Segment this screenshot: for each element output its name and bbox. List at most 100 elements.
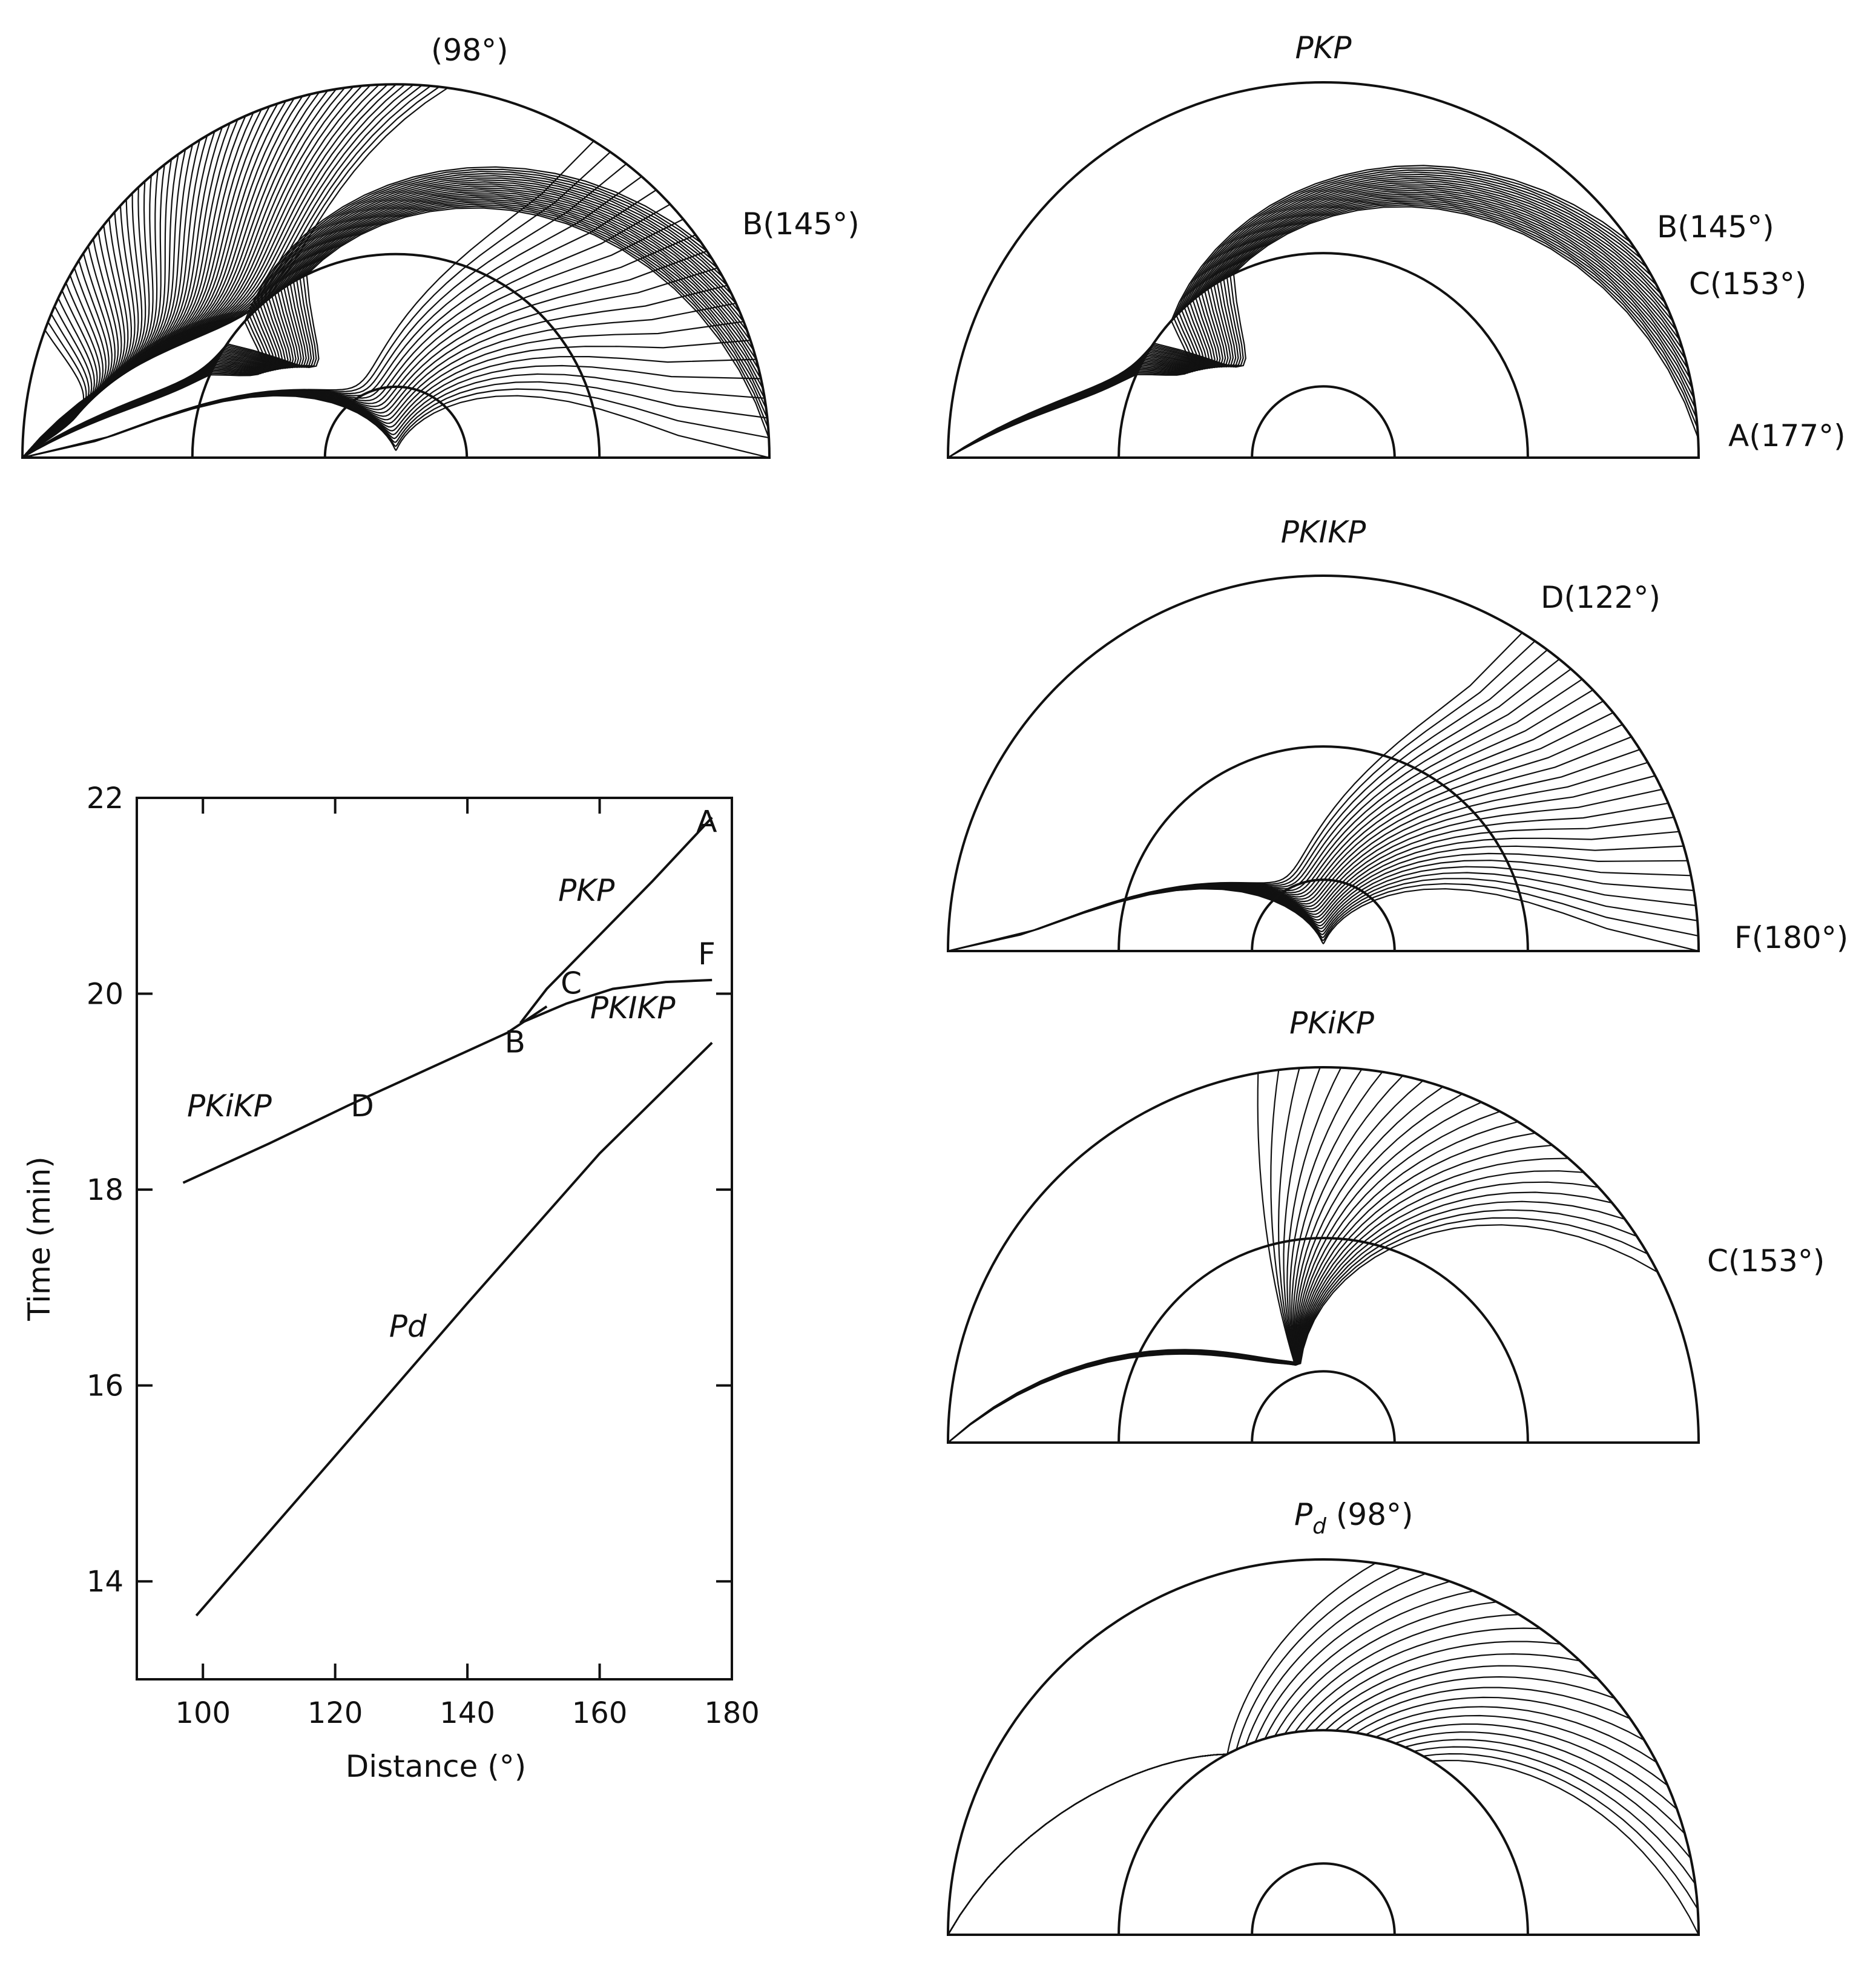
ray: [947, 712, 1614, 952]
label-b145: B(145°): [742, 206, 860, 242]
earth-shells-pkikp-reflection: [946, 1066, 1700, 1444]
mantle-outline: [21, 83, 771, 459]
ray: [947, 1068, 1363, 1443]
earth-shells-pkp: [946, 81, 1700, 459]
ray: [947, 1627, 1541, 1935]
mantle-outline: [946, 1558, 1700, 1936]
label-d122: D(122°): [1541, 580, 1660, 615]
ray: [947, 788, 1662, 952]
ray: [947, 184, 1674, 458]
ray: [947, 1121, 1518, 1443]
outer-core-boundary: [1117, 1729, 1529, 1935]
ray: [947, 640, 1536, 952]
point-labels: A F C B D: [351, 805, 717, 1124]
ray: [22, 164, 165, 458]
tick-labels: 100 120 140 160 180 14 16 18 20 22: [87, 782, 760, 1730]
ray: [947, 1729, 1696, 1935]
earth-shells-pd: [946, 1558, 1700, 1936]
ray: [947, 1730, 1691, 1935]
curve-label-pkikp: PKiKP: [187, 1088, 272, 1124]
ray: [947, 1665, 1599, 1935]
panel-title-pkikp-reflection: PKiKP: [1289, 1006, 1375, 1041]
series-pkikp: [182, 1005, 548, 1184]
inner-core-boundary: [1251, 1370, 1396, 1443]
ray: [947, 1730, 1685, 1935]
outer-core-boundary: [1117, 252, 1529, 458]
x-tick-label: 160: [572, 1696, 628, 1730]
curve-label-pkp: PKP: [558, 873, 615, 908]
ray: [22, 198, 764, 458]
ray: [22, 105, 271, 458]
curve-label-pd: Pd: [389, 1309, 427, 1344]
x-tick-label: 100: [175, 1696, 231, 1730]
ray: [947, 1191, 1613, 1443]
ray: [947, 802, 1669, 952]
ray: [947, 1687, 1631, 1935]
panel-all-rays: (98°) B(145°): [21, 33, 860, 459]
outer-core-boundary: [191, 252, 601, 458]
series-pd: [195, 1041, 713, 1617]
y-tick-label: 16: [87, 1369, 123, 1403]
outer-core-boundary: [1117, 1237, 1529, 1443]
panel-title-pkp: PKP: [1295, 30, 1352, 65]
x-tick-label: 120: [308, 1696, 363, 1730]
ray: [947, 1067, 1342, 1443]
ray: [947, 1144, 1553, 1443]
ray: [947, 1157, 1569, 1443]
ray: [947, 749, 1641, 952]
ray: [947, 1714, 1668, 1935]
label-98: (98°): [431, 33, 508, 68]
axis-ticks: [137, 797, 733, 1679]
ray: [947, 1653, 1581, 1935]
panel-title-pkikp: PKIKP: [1281, 515, 1366, 550]
ray: [22, 207, 770, 458]
label-c153: C(153°): [1707, 1243, 1825, 1279]
x-tick-label: 180: [704, 1696, 760, 1730]
point-label-a: A: [696, 805, 717, 840]
ray-bundle-pkikp: [947, 632, 1699, 952]
ray: [947, 668, 1572, 952]
ray: [947, 1086, 1444, 1443]
inner-core-boundary: [1251, 385, 1396, 458]
ray-bundle-pd: [947, 1562, 1699, 1935]
label-a177: A(177°): [1728, 418, 1846, 453]
ray: [947, 1573, 1426, 1935]
x-axis-label: Distance (°): [346, 1749, 527, 1784]
ray: [947, 1075, 1403, 1443]
earth-shells-all: [21, 83, 771, 459]
inner-core-boundary: [1251, 878, 1396, 952]
ray: [22, 305, 93, 458]
ray: [947, 888, 1699, 952]
y-tick-label: 22: [87, 782, 123, 815]
label-b145: B(145°): [1657, 209, 1774, 245]
ray: [947, 632, 1523, 952]
label-f180: F(180°): [1734, 920, 1848, 955]
panel-pd: Pd (98°): [946, 1497, 1700, 1936]
curve-label-pkikp: PKIKP: [590, 990, 676, 1025]
ray: [22, 395, 770, 459]
ray: [947, 1224, 1658, 1443]
ray: [22, 103, 278, 458]
ray: [947, 1562, 1376, 1935]
earth-shells-pkikp: [946, 574, 1700, 952]
mantle-outline: [946, 574, 1700, 952]
point-label-d: D: [351, 1088, 374, 1124]
ray: [947, 206, 1699, 458]
label-c153: C(153°): [1689, 266, 1806, 301]
ray: [947, 1101, 1482, 1443]
ray: [947, 1641, 1561, 1935]
y-tick-label: 20: [87, 978, 123, 1012]
ray-bundle-all: [22, 84, 770, 459]
y-tick-label: 14: [87, 1565, 123, 1599]
panel-pkp: PKP B(145°) C(153°) A(177°): [946, 30, 1846, 459]
point-label-c: C: [561, 966, 582, 1001]
ray: [947, 816, 1674, 952]
ray: [947, 1676, 1615, 1935]
ray-bundle-pkp: [947, 165, 1699, 458]
inner-core-boundary: [1251, 1862, 1396, 1935]
panel-pkikp-inner-core-reflection: PKiKP C(153°): [946, 1006, 1825, 1444]
y-axis-label: Time (min): [22, 1156, 57, 1322]
ray: [947, 1067, 1321, 1443]
mantle-outline: [946, 81, 1700, 459]
